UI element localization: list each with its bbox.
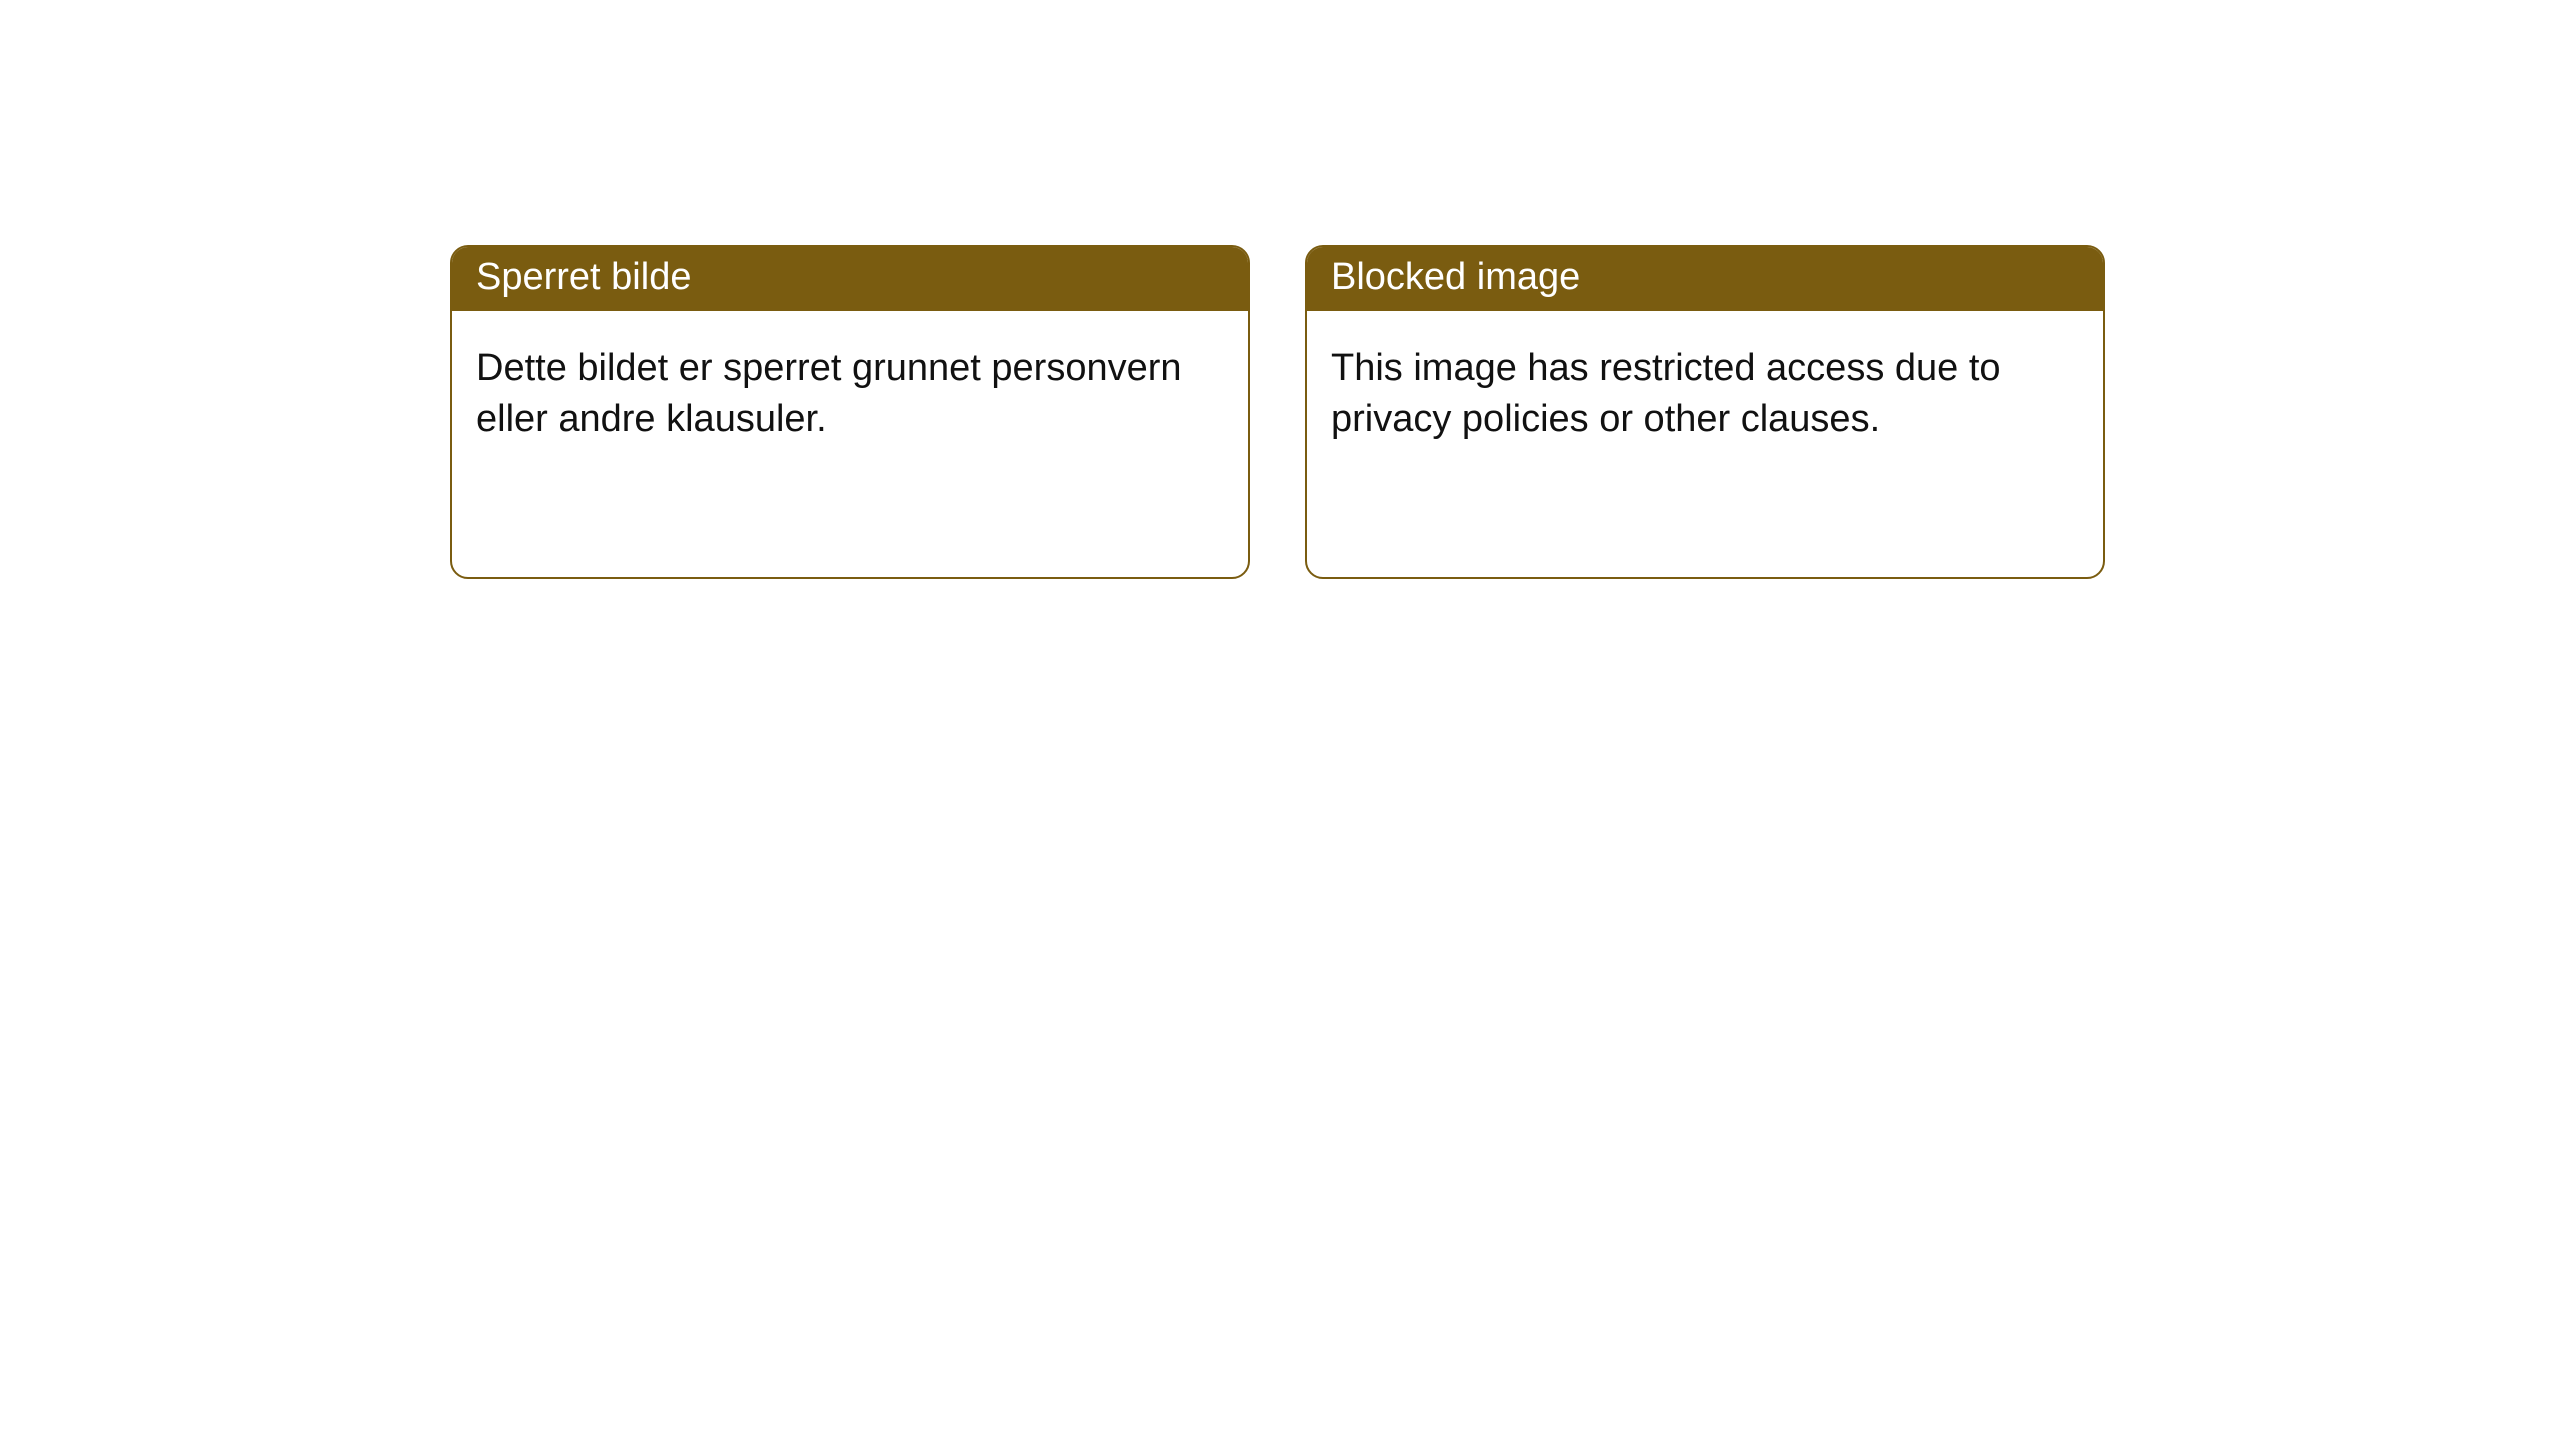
notice-panel-right-title: Blocked image — [1307, 247, 2103, 311]
notice-panel-left-body: Dette bildet er sperret grunnet personve… — [452, 311, 1248, 478]
notice-panel-left: Sperret bilde Dette bildet er sperret gr… — [450, 245, 1250, 579]
notice-container: Sperret bilde Dette bildet er sperret gr… — [0, 0, 2560, 579]
notice-panel-right-body: This image has restricted access due to … — [1307, 311, 2103, 478]
notice-panel-left-title: Sperret bilde — [452, 247, 1248, 311]
notice-panel-right: Blocked image This image has restricted … — [1305, 245, 2105, 579]
